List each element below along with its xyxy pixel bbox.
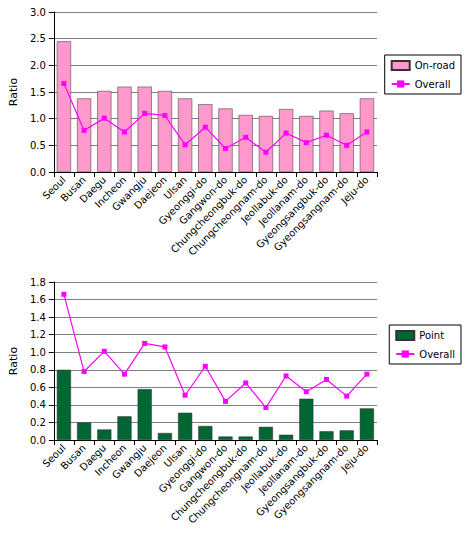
svg-text:Jeollabuk-do: Jeollabuk-do [238, 174, 290, 226]
svg-text:Gyeonggi-do: Gyeonggi-do [156, 442, 210, 495]
svg-text:Chungcheongnam-do: Chungcheongnam-do [186, 442, 270, 526]
svg-text:Ulsan: Ulsan [161, 442, 189, 470]
svg-text:Daejeon: Daejeon [131, 442, 169, 480]
svg-text:Gyeongsangbuk-do: Gyeongsangbuk-do [254, 442, 331, 519]
svg-text:Overall: Overall [415, 79, 451, 90]
svg-text:Gyeongsangnam-do: Gyeongsangnam-do [272, 442, 351, 521]
svg-text:1.6: 1.6 [30, 294, 46, 305]
svg-text:Point: Point [419, 330, 444, 341]
svg-text:Jeollabuk-do: Jeollabuk-do [238, 442, 290, 494]
svg-text:0.4: 0.4 [30, 399, 46, 410]
svg-text:Ratio: Ratio [7, 347, 20, 376]
svg-text:Incheon: Incheon [92, 442, 129, 478]
svg-text:2.0: 2.0 [30, 60, 46, 71]
svg-text:Jeju-do: Jeju-do [338, 442, 371, 475]
svg-text:Busan: Busan [58, 442, 88, 472]
svg-text:0.8: 0.8 [30, 364, 46, 375]
svg-text:Gwangju: Gwangju [109, 174, 149, 213]
svg-text:Gwangju: Gwangju [109, 442, 149, 481]
svg-text:Busan: Busan [58, 174, 88, 204]
svg-text:Chungcheongbuk-do: Chungcheongbuk-do [169, 442, 250, 523]
svg-text:1.0: 1.0 [30, 113, 46, 124]
svg-text:On-road: On-road [415, 60, 455, 71]
svg-text:Chungcheongbuk-do: Chungcheongbuk-do [169, 174, 250, 255]
svg-text:2.5: 2.5 [30, 33, 46, 44]
svg-text:0.0: 0.0 [30, 167, 46, 178]
svg-text:Gangwon-do: Gangwon-do [176, 442, 230, 495]
svg-text:Jeju-do: Jeju-do [338, 174, 371, 207]
svg-text:Ulsan: Ulsan [161, 174, 189, 202]
svg-text:0.2: 0.2 [30, 417, 46, 428]
svg-text:Daegu: Daegu [77, 442, 109, 473]
svg-text:Ratio: Ratio [7, 78, 20, 107]
svg-text:3.0: 3.0 [30, 7, 46, 18]
svg-text:Daejeon: Daejeon [131, 174, 169, 212]
svg-text:Jeollanam-do: Jeollanam-do [256, 442, 311, 496]
svg-text:Daegu: Daegu [77, 174, 109, 205]
svg-text:1.2: 1.2 [30, 329, 46, 340]
svg-text:Incheon: Incheon [92, 174, 129, 210]
svg-text:Seoul: Seoul [40, 174, 68, 202]
svg-text:Gyeongsangnam-do: Gyeongsangnam-do [272, 174, 351, 253]
svg-text:1.0: 1.0 [30, 347, 46, 358]
svg-text:0.6: 0.6 [30, 382, 46, 393]
svg-text:Overall: Overall [419, 349, 455, 360]
svg-text:1.5: 1.5 [30, 87, 46, 98]
svg-text:1.8: 1.8 [30, 277, 46, 288]
svg-text:Seoul: Seoul [40, 442, 68, 470]
svg-text:Gangwon-do: Gangwon-do [176, 174, 230, 227]
svg-text:0.0: 0.0 [30, 435, 46, 446]
svg-text:Chungcheongnam-do: Chungcheongnam-do [186, 174, 270, 258]
svg-text:1.4: 1.4 [30, 312, 46, 323]
svg-text:Jeollanam-do: Jeollanam-do [256, 174, 311, 228]
svg-text:Gyeonggi-do: Gyeonggi-do [156, 174, 210, 227]
svg-text:0.5: 0.5 [30, 140, 46, 151]
svg-text:Gyeongsangbuk-do: Gyeongsangbuk-do [254, 174, 331, 251]
